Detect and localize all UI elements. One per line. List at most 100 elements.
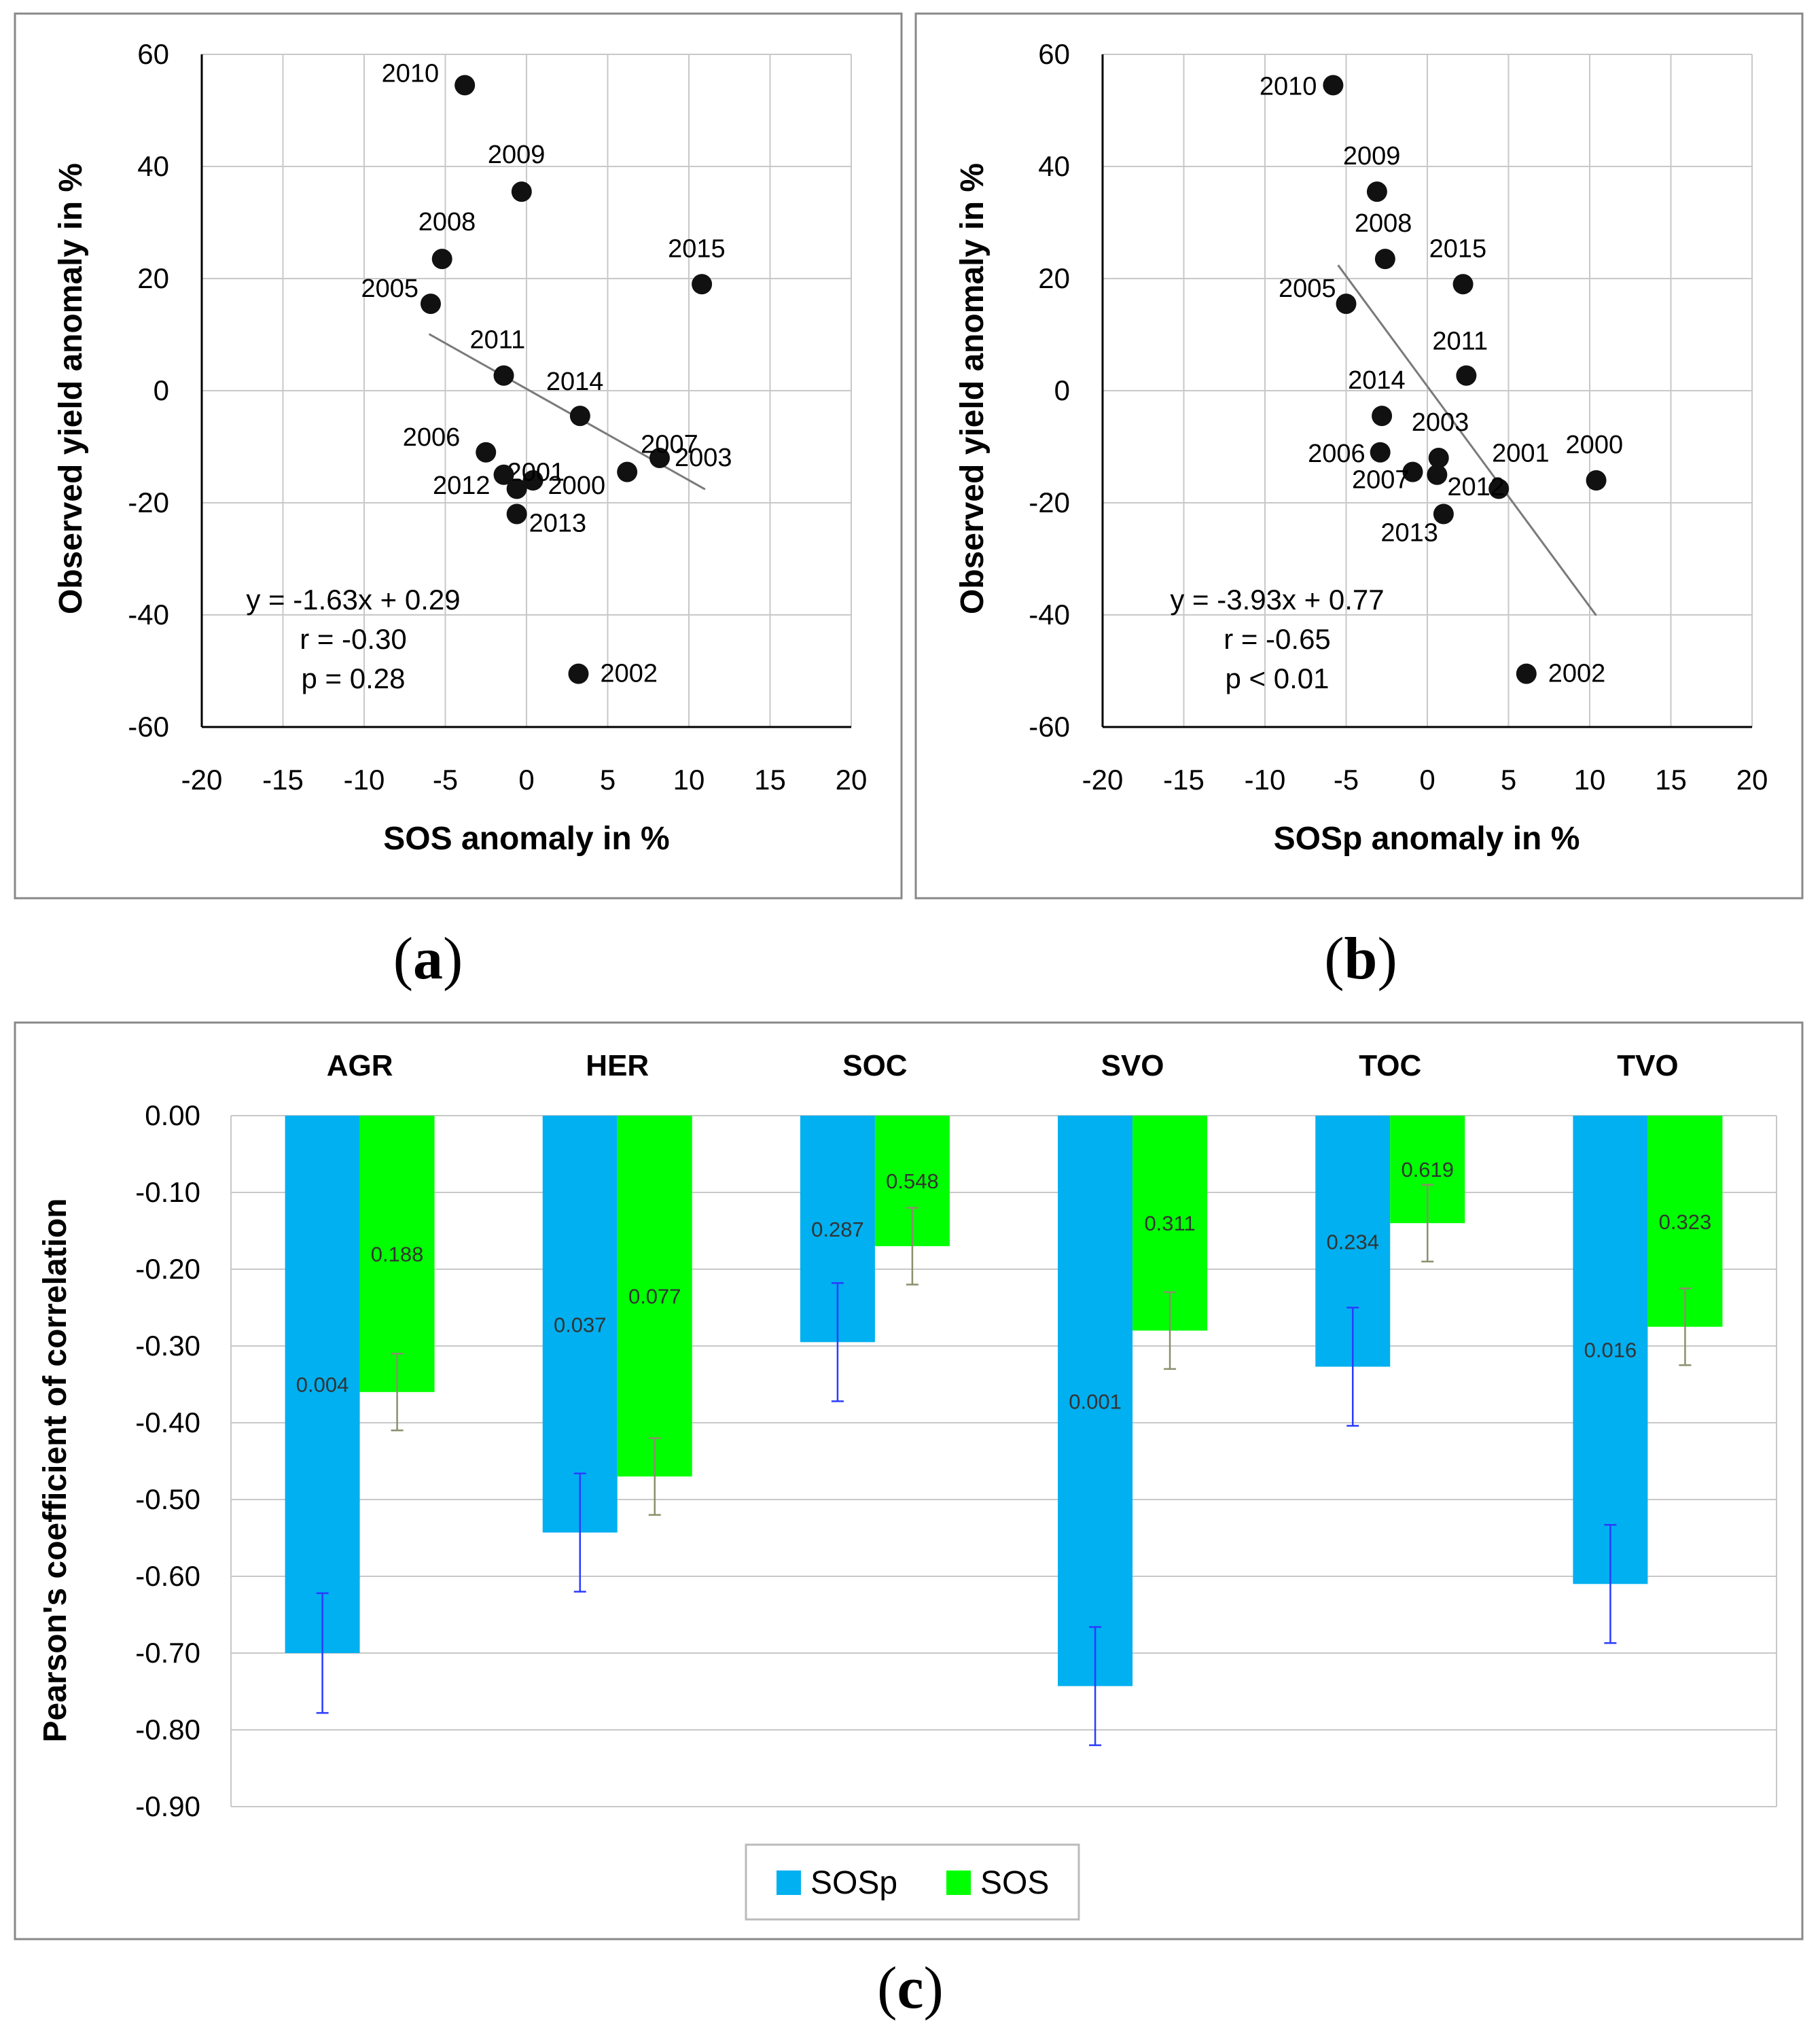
y-tick-label: -0.60 — [135, 1560, 200, 1592]
data-point-2009 — [1366, 181, 1387, 202]
error-bar-SOS-SVO — [1164, 1291, 1177, 1370]
bar-SOSp-AGR — [285, 1116, 360, 1653]
y-tick-label: -20 — [1029, 486, 1070, 518]
legend-swatch-sosp — [777, 1870, 801, 1895]
point-label-2013: 2013 — [529, 510, 587, 538]
data-point-2008 — [431, 249, 452, 270]
bar-label-SOS-SOC: 0.548 — [886, 1169, 939, 1193]
panel-a-frame — [14, 12, 903, 900]
data-point-2006 — [1370, 442, 1391, 463]
panel-a-axes — [200, 54, 851, 728]
bar-label-SOSp-SOC: 0.287 — [811, 1218, 864, 1241]
y-tick-label: -0.20 — [135, 1253, 200, 1285]
panel-c-letter: c — [897, 1955, 923, 2021]
category-label-TOC: TOC — [1359, 1049, 1421, 1082]
x-tick-label: 20 — [836, 764, 868, 796]
x-tick-label: -20 — [181, 764, 223, 796]
point-label-2013: 2013 — [1380, 519, 1438, 548]
data-point-2009 — [511, 181, 532, 202]
y-tick-label: -0.30 — [135, 1330, 200, 1362]
data-point-2006 — [476, 442, 497, 463]
panel-b-x-axis-label: SOSp anomaly in % — [1274, 821, 1580, 857]
y-tick-label: -60 — [128, 711, 169, 743]
data-point-2003 — [649, 448, 670, 468]
x-tick-label: -15 — [262, 764, 304, 796]
y-tick-label: -0.80 — [135, 1714, 200, 1745]
x-tick-label: 0 — [1419, 764, 1435, 796]
panel-c-y-axis-label: Pearson's coefficient of correlation — [37, 1199, 73, 1743]
x-tick-label: -10 — [344, 764, 385, 796]
point-label-2012: 2012 — [1447, 473, 1505, 501]
bar-label-SOSp-TOC: 0.234 — [1326, 1230, 1379, 1254]
error-bar-SOSp-TVO — [1604, 1524, 1617, 1644]
data-point-2005 — [420, 294, 441, 315]
y-tick-label: 40 — [1038, 150, 1070, 182]
x-tick-label: 10 — [673, 764, 705, 796]
legend-frame — [745, 1843, 1080, 1921]
category-label-HER: HER — [586, 1049, 649, 1082]
y-tick-label: -0.90 — [135, 1790, 200, 1822]
bar-label-SOS-AGR: 0.188 — [371, 1242, 424, 1266]
point-label-2006: 2006 — [403, 423, 461, 452]
legend-label-sos: SOS — [980, 1865, 1049, 1901]
data-point-2000 — [522, 470, 543, 491]
y-tick-label: 60 — [137, 38, 169, 70]
svg-text:(a): (a) — [393, 926, 463, 992]
point-label-2007: 2007 — [641, 431, 698, 459]
panel-a-x-axis-label: SOS anomaly in % — [383, 821, 669, 857]
point-label-2003: 2003 — [675, 444, 732, 472]
category-label-SOC: SOC — [842, 1049, 907, 1082]
panel-b-y-tick-labels: 60 40 20 0 -20 -40 -60 — [1029, 38, 1070, 743]
data-point-2007 — [617, 461, 638, 482]
data-point-2015 — [692, 274, 713, 295]
legend-label-sosp: SOSp — [810, 1865, 897, 1901]
error-bar-SOSp-SVO — [1089, 1626, 1102, 1746]
panel-a-y-tick-labels: 60 40 20 0 -20 -40 -60 — [128, 38, 169, 743]
panel-b-annotation-equation: y = -3.93x + 0.77 — [1170, 584, 1384, 616]
panel-b-x-tick-labels: -20 -15 -10 -5 0 5 10 15 20 — [1082, 764, 1768, 796]
panel-a-caption: (a) — [393, 926, 463, 992]
bar-SOSp-HER — [542, 1116, 618, 1533]
panel-c-category-labels: AGR HER SOC SVO TOC TVO — [327, 1049, 1679, 1082]
category-label-AGR: AGR — [327, 1049, 393, 1082]
x-tick-label: 20 — [1736, 764, 1768, 796]
y-tick-label: 20 — [1038, 262, 1070, 294]
point-label-2015: 2015 — [1429, 234, 1487, 263]
panel-c-bars — [285, 1116, 1723, 1686]
panel-a-annotation-p: p = 0.28 — [302, 662, 406, 694]
point-label-2007: 2007 — [1352, 466, 1410, 495]
data-point-2010 — [1323, 75, 1344, 96]
bar-SOSp-TVO — [1573, 1116, 1648, 1584]
y-tick-label: 0.00 — [145, 1099, 200, 1131]
point-label-2009: 2009 — [1343, 142, 1401, 171]
point-label-2001: 2001 — [507, 458, 565, 486]
panel-b-annotation-r: r = -0.65 — [1224, 623, 1331, 655]
point-label-2011: 2011 — [470, 326, 526, 355]
point-label-2008: 2008 — [418, 208, 476, 236]
bar-label-SOSp-TVO: 0.016 — [1584, 1338, 1637, 1362]
data-point-2012 — [1427, 464, 1448, 485]
svg-text:(b): (b) — [1324, 926, 1397, 992]
data-point-2007 — [1402, 461, 1423, 482]
panel-b-trendline — [1337, 264, 1597, 616]
y-tick-label: -0.50 — [135, 1483, 200, 1515]
data-point-2005 — [1336, 294, 1357, 315]
svg-text:(c): (c) — [877, 1955, 944, 2021]
point-label-2010: 2010 — [1260, 72, 1317, 101]
x-tick-label: -5 — [1334, 764, 1359, 796]
x-tick-label: -15 — [1163, 764, 1205, 796]
bar-SOS-AGR — [359, 1116, 435, 1392]
scatter-panel-b: 2000200120022003200520062007200820092010… — [914, 12, 1804, 900]
panel-a-annotation-equation: y = -1.63x + 0.29 — [246, 584, 460, 616]
point-label-2005: 2005 — [361, 274, 418, 303]
panel-a-annotation-r: r = -0.30 — [300, 623, 407, 655]
data-point-2013 — [506, 503, 527, 525]
point-label-2001: 2001 — [1492, 439, 1550, 467]
bar-SOS-HER — [617, 1116, 692, 1477]
bar-panel-c: 0.004 0.188 0.037 0.077 0.287 0.548 0.001 0.311… — [14, 1021, 1804, 1940]
point-label-2009: 2009 — [488, 141, 546, 169]
